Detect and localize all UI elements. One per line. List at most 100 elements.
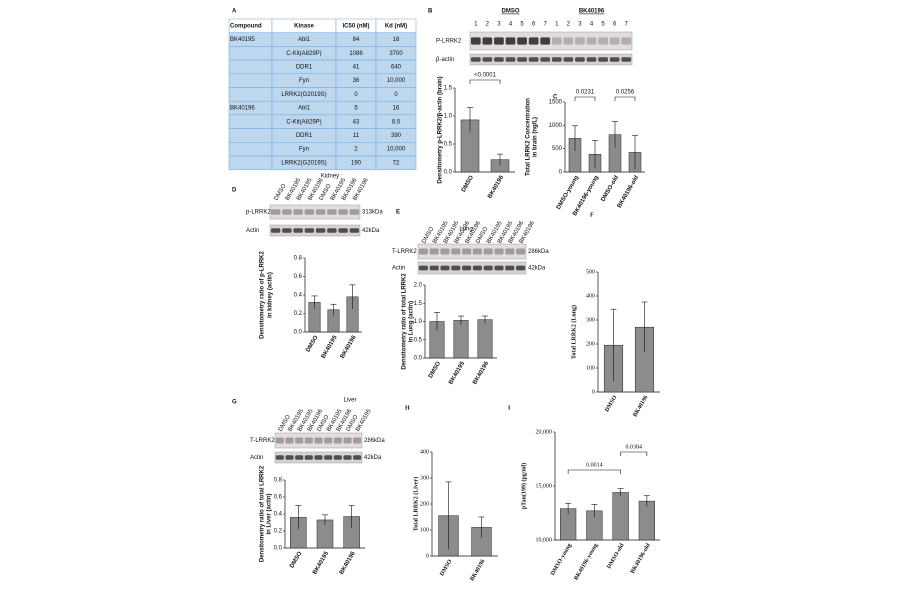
blot-band — [516, 265, 526, 271]
blot-band — [482, 37, 493, 45]
table-text: 43 — [353, 119, 360, 125]
y-axis-label: in Lung (actin) — [409, 301, 415, 342]
lane-label: 4 — [590, 22, 594, 28]
y-tick-label: 0.2 — [274, 529, 283, 535]
blot-kda: 286kDa — [528, 249, 549, 255]
table-cell — [228, 142, 273, 157]
blot-band — [304, 437, 313, 444]
blot-band — [472, 265, 482, 271]
table-text: 1086 — [349, 51, 363, 57]
chart: F 0 100 200 300 400 500 Total LRRK2 (Lung) DMSO B… — [570, 212, 660, 418]
chart-title: Kidney — [321, 174, 339, 180]
y-tick-label: 0.4 — [294, 293, 303, 299]
table-text: BK40195 — [230, 37, 255, 43]
blot-band — [353, 437, 362, 444]
blot-band — [293, 228, 303, 233]
blot-band — [494, 265, 504, 271]
panel-letter: C — [553, 95, 558, 101]
blot-band — [517, 57, 527, 62]
table-text: BK40196 — [230, 106, 255, 112]
blot-band — [285, 455, 294, 460]
y-tick-label: 2.0 — [414, 283, 423, 289]
blot-strip — [417, 261, 527, 275]
blot-band — [621, 37, 632, 45]
blot-band — [270, 228, 281, 233]
blot-kda: 42kDa — [362, 228, 380, 234]
x-tick-label: BK40196 — [487, 174, 505, 200]
y-tick-label: 10,000 — [536, 537, 553, 543]
y-tick-label: 100 — [420, 527, 429, 533]
y-axis-label: Total LRRK2 (Lung) — [570, 305, 577, 359]
blot-band — [609, 37, 620, 45]
lane-label: 3 — [578, 22, 582, 28]
blot-band — [270, 209, 281, 215]
table-text: DDR1 — [296, 65, 313, 71]
chart: H 0 100 200 300 400 Total LRRK2 (Liver) DMSO BK4… — [405, 405, 498, 582]
blot-group: BK40196 — [579, 9, 605, 15]
x-tick-label: BK40196-old — [630, 542, 652, 575]
blot-band — [505, 37, 516, 45]
x-tick-label: DMSO-old — [600, 175, 620, 203]
blot-band — [304, 455, 313, 460]
chart-title: Lung — [459, 227, 472, 233]
panel-letter: I — [508, 405, 511, 411]
blot-band — [353, 455, 362, 460]
blot-kda: 313kDa — [362, 210, 383, 216]
annotation: <0.0001 — [474, 73, 497, 79]
y-tick-label: 300 — [420, 475, 429, 481]
blot-band — [440, 265, 450, 271]
blot-band — [621, 57, 632, 62]
table-text: 0 — [394, 92, 398, 98]
table-cell — [228, 46, 273, 61]
y-tick-label: 1.5 — [414, 301, 423, 307]
blot-kda: 42kDa — [528, 266, 546, 272]
y-axis-label: Densitometry ratio of total LRRK2 — [260, 465, 266, 562]
blot-band — [282, 228, 292, 233]
blot-band — [609, 57, 620, 62]
blot-band — [540, 57, 551, 62]
x-tick-label: DMSO — [604, 394, 618, 413]
y-tick-label: 0 — [426, 553, 429, 559]
blot-band — [462, 265, 472, 271]
y-tick-label: 15,000 — [536, 483, 553, 489]
blot-kda: 42kDa — [364, 455, 382, 461]
blot-band — [472, 248, 482, 255]
blot-strip — [269, 224, 361, 237]
blot-strip — [269, 204, 361, 220]
y-tick-label: 1.5 — [444, 86, 453, 92]
y-tick-label: 400 — [586, 293, 595, 299]
x-tick-label: BK40196 — [469, 559, 486, 583]
blot-band — [528, 37, 539, 45]
blot-band — [293, 209, 303, 215]
y-tick-label: 100 — [586, 365, 595, 371]
x-tick-label: BK40195 — [312, 550, 330, 576]
table-text: Abl1 — [298, 106, 311, 112]
blot-band — [451, 265, 461, 271]
blot-band — [586, 37, 597, 45]
blot-band — [598, 37, 608, 45]
lane-label: 5 — [601, 22, 605, 28]
blot-band — [275, 437, 284, 444]
blot-row-label: P-LRRK2 — [436, 39, 462, 45]
x-tick-label: DMSO — [305, 335, 319, 354]
table-text: LRRK2(G2019S) — [281, 92, 326, 98]
blot-band — [327, 209, 337, 215]
blot-band — [551, 37, 562, 45]
panel-letter: E — [396, 210, 400, 216]
x-tick-label: BK40196 — [632, 395, 649, 419]
chart: I 10,000 15,000 20,000 pTau(199) (pg/ml) DMSO… — [508, 405, 660, 581]
blot-band — [505, 57, 516, 62]
blot-row-label: T-LRRK2 — [250, 438, 275, 444]
x-tick-label: DMSO — [289, 551, 303, 570]
y-axis-label: Densitometry p-LRRK2/β-actin (brain) — [438, 76, 444, 183]
y-tick-label: 200 — [420, 501, 429, 507]
annotation: 0.0256 — [616, 90, 635, 96]
blot-band — [517, 37, 527, 45]
y-tick-label: 20,000 — [536, 429, 553, 435]
table-text: 72 — [393, 160, 400, 166]
table-text: 10,000 — [387, 147, 406, 153]
blot-kda: 286kDa — [364, 438, 385, 444]
blot-band — [349, 209, 360, 215]
